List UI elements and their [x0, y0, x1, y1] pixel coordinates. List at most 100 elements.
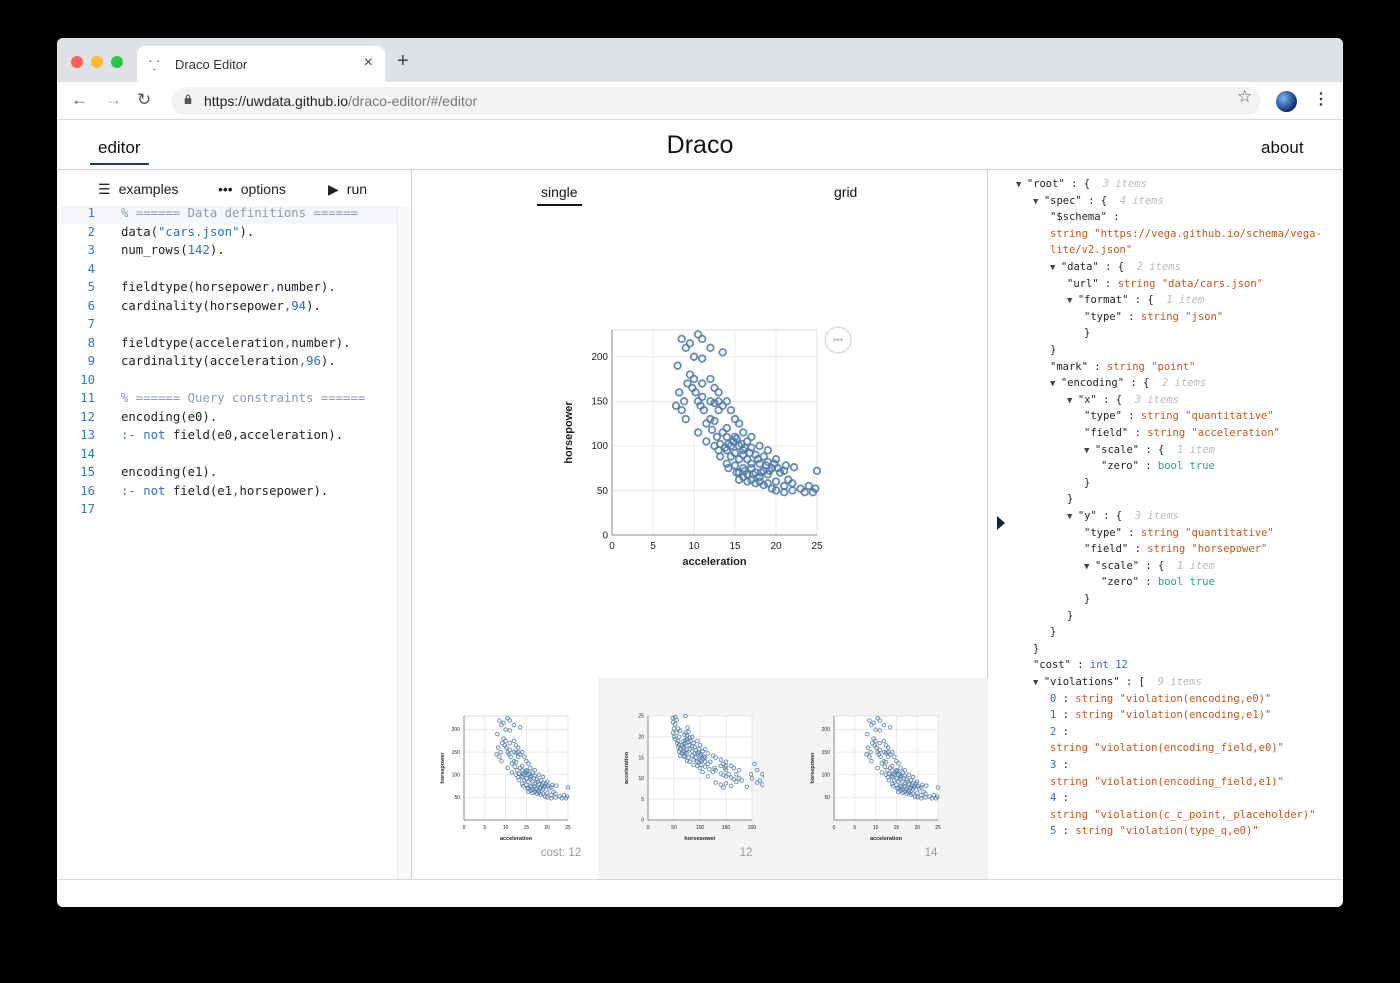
collapse-toggle-icon[interactable]: ▼ — [1050, 263, 1061, 273]
code-line[interactable]: 12 encoding(e0). — [57, 410, 397, 428]
collapse-toggle-icon[interactable]: ▼ — [1067, 512, 1078, 522]
code-text: % ====== Data definitions ====== — [121, 206, 358, 220]
data-point — [689, 374, 699, 384]
data-point — [760, 782, 764, 787]
nav-about-link[interactable]: about — [1261, 138, 1304, 157]
collapse-toggle-icon[interactable]: ▼ — [1067, 395, 1078, 406]
collapse-toggle-icon[interactable]: ▼ — [1033, 196, 1044, 207]
data-point — [879, 770, 885, 775]
url-host: https://uwdata.github.io — [204, 93, 348, 109]
editor-scrollbar[interactable] — [397, 206, 411, 879]
x-tick-label: 200 — [748, 825, 757, 831]
data-point — [686, 739, 691, 745]
examples-button[interactable]: ☰ examples — [98, 181, 178, 198]
data-point — [697, 765, 703, 771]
chart-actions-button[interactable]: ••• — [823, 325, 853, 355]
json-line[interactable]: ▼ "scale" : { 1 item — [1084, 443, 1215, 456]
close-tab-icon[interactable]: × — [363, 54, 373, 71]
data-point — [705, 774, 711, 779]
code-line[interactable]: 17 — [57, 502, 397, 520]
code-line[interactable]: 8 fieldtype(acceleration,number). — [57, 336, 397, 354]
data-point — [728, 763, 734, 769]
collapse-toggle-icon[interactable]: ▼ — [1033, 678, 1044, 688]
json-line[interactable]: ▼ "spec" : { 4 items — [1033, 194, 1164, 207]
collapse-toggle-icon[interactable]: ▼ — [1067, 296, 1078, 307]
data-point — [763, 446, 772, 455]
tab-grid[interactable]: grid — [834, 184, 858, 200]
data-point — [898, 765, 903, 771]
code-line[interactable]: 13:- not field(e0,acceleration). — [57, 428, 397, 446]
json-line[interactable]: ▼ "scale" : { 1 item — [1084, 559, 1215, 572]
code-line[interactable]: 9 cardinality(acceleration,96). — [57, 354, 397, 372]
tab-single[interactable]: single — [541, 184, 578, 200]
code-line[interactable]: 10 — [57, 373, 397, 391]
code-line[interactable]: 6 cardinality(horsepower,94). — [57, 299, 397, 317]
json-line[interactable]: ▼ "root" : { 3 items — [1016, 178, 1147, 190]
new-tab-button[interactable]: + — [397, 50, 409, 72]
data-point — [674, 740, 680, 746]
json-line[interactable]: ▼ "y" : { 3 items — [1067, 510, 1180, 522]
nav-editor-link[interactable]: editor — [98, 138, 141, 157]
data-point — [519, 749, 525, 755]
thumbnail-chart-2[interactable]: 0 50 100 150 200 0 5 10 15 20 25 horsepower accelera… — [624, 710, 764, 840]
minimize-window-button[interactable] — [91, 56, 103, 68]
close-window-button[interactable] — [71, 56, 83, 68]
json-line[interactable]: ▼ "encoding" : { 2 items — [1050, 377, 1207, 390]
options-button[interactable]: ••• options — [218, 181, 286, 197]
code-line[interactable]: 4 — [57, 262, 397, 280]
x-axis-title: acceleration — [682, 556, 746, 568]
data-point — [697, 379, 707, 388]
data-point — [894, 786, 900, 791]
code-line[interactable]: 15 encoding(e1). — [57, 465, 397, 483]
data-point — [499, 758, 504, 764]
code-line[interactable]: 3 num_rows(142). — [57, 243, 397, 261]
data-point — [707, 425, 717, 435]
code-line[interactable]: 11 % ====== Query constraints ====== — [57, 391, 397, 409]
browser-tab[interactable]: ⸪ Draco Editor × — [137, 46, 385, 82]
thumbnail-chart-1[interactable]: 0 5 10 15 20 25 50 100 150 200 acceleration horsepo… — [440, 710, 580, 840]
data-point — [770, 459, 779, 468]
code-line[interactable]: 16:- not field(e1,horsepower). — [57, 484, 397, 502]
address-bar[interactable]: https://uwdata.github.io/draco-editor/#/… — [171, 87, 1261, 115]
run-button[interactable]: ▶ run — [328, 181, 367, 198]
code-line[interactable]: 2 data("cars.json"). — [57, 225, 397, 243]
data-point — [804, 481, 813, 491]
x-axis-title: acceleration — [870, 836, 903, 840]
data-point — [894, 768, 900, 774]
line-number: 16 — [80, 483, 95, 498]
code-line[interactable]: 5 fieldtype(horsepower,number). — [57, 280, 397, 298]
bookmark-star-icon[interactable]: ☆ — [1237, 87, 1253, 106]
data-point — [910, 774, 916, 780]
json-line[interactable]: ▼ "data" : { 2 items — [1050, 261, 1181, 273]
collapse-toggle-icon[interactable]: ▼ — [1016, 180, 1027, 190]
json-line[interactable]: ▼ "x" : { 3 items — [1067, 393, 1180, 406]
back-icon[interactable]: ← — [71, 90, 88, 109]
data-point — [906, 772, 912, 778]
browser-menu-icon[interactable]: ⋮ — [1313, 91, 1329, 108]
code-line[interactable]: 1 % ====== Data definitions ====== — [57, 206, 397, 224]
line-number: 13 — [80, 428, 95, 442]
y-tick-label: 10 — [638, 776, 644, 782]
thumbnail-chart-3[interactable]: 0 5 10 15 20 25 50 100 150 200 acceleration horsepo… — [810, 710, 950, 840]
data-point — [873, 727, 878, 732]
json-line[interactable]: ▼ "violations" : [ 9 items — [1033, 676, 1202, 688]
data-point — [685, 370, 695, 379]
code-line[interactable]: 14 — [57, 447, 397, 465]
data-point — [908, 792, 914, 797]
footer-divider — [57, 879, 1343, 880]
forward-icon[interactable]: → — [105, 90, 122, 109]
expand-panel-arrow-icon[interactable] — [997, 516, 1005, 530]
data-point — [520, 783, 526, 789]
collapse-toggle-icon[interactable]: ▼ — [1084, 561, 1095, 572]
more-icon: ••• — [833, 335, 844, 346]
code-line[interactable]: 7 — [57, 317, 397, 335]
collapse-toggle-icon[interactable]: ▼ — [1084, 445, 1095, 456]
active-tab-indicator — [537, 204, 582, 206]
maximize-window-button[interactable] — [111, 56, 123, 68]
profile-avatar[interactable] — [1276, 91, 1297, 112]
reload-icon[interactable]: ↻ — [137, 90, 152, 109]
collapse-toggle-icon[interactable]: ▼ — [1050, 379, 1061, 390]
data-point — [865, 731, 870, 737]
y-tick-label: 100 — [591, 441, 608, 452]
json-line[interactable]: ▼ "format" : { 1 item — [1067, 294, 1205, 307]
